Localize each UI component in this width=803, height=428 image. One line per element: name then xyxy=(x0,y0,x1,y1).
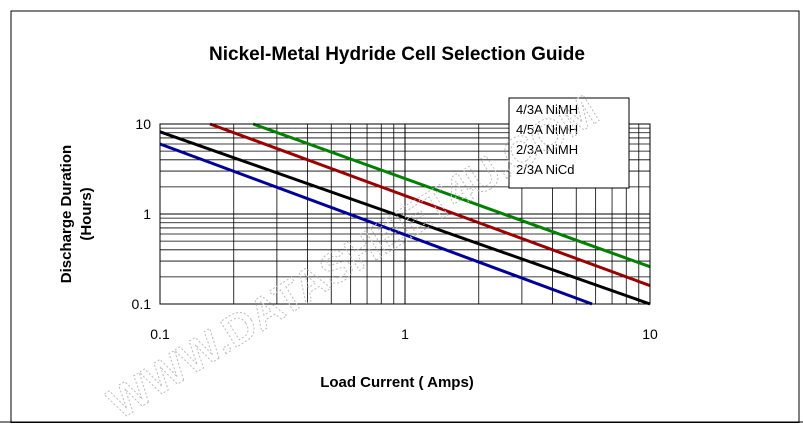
series-layer xyxy=(159,122,651,306)
legend-entry: 2/3A NiCd xyxy=(516,162,575,177)
x-tick-label: 1 xyxy=(401,326,409,342)
x-axis-title: Load Current ( Amps) xyxy=(320,374,474,391)
y-axis-title: Discharge Duration (Hours) xyxy=(58,145,95,283)
series-line-3 xyxy=(159,130,651,306)
legend-box xyxy=(508,97,630,189)
y-axis-ticks: 10 1 0.1 xyxy=(132,116,152,312)
chart-title: Nickel-Metal Hydride Cell Selection Guid… xyxy=(209,44,585,65)
y-tick-label: 10 xyxy=(135,116,151,132)
legend-entry: 4/3A NiMH xyxy=(516,102,578,117)
legend: 4/3A NiMH 4/5A NiMH 2/3A NiMH 2/3A NiCd xyxy=(508,97,630,189)
series-line-2 xyxy=(209,122,651,288)
legend-items: 4/3A NiMH 4/5A NiMH 2/3A NiMH 2/3A NiCd xyxy=(516,102,578,177)
series-line-1 xyxy=(252,122,651,269)
legend-entry: 4/5A NiMH xyxy=(516,122,578,137)
x-tick-label: 10 xyxy=(642,326,658,342)
series-line-4 xyxy=(159,142,593,306)
plot-border xyxy=(159,123,651,305)
y-axis-title-line2: (Hours) xyxy=(78,187,95,240)
x-axis-ticks: 0.1 1 10 xyxy=(150,326,658,342)
y-tick-label: 1 xyxy=(143,206,151,222)
x-tick-label: 0.1 xyxy=(150,326,170,342)
legend-entry: 2/3A NiMH xyxy=(516,142,578,157)
y-tick-label: 0.1 xyxy=(132,296,152,312)
plot-area xyxy=(159,122,651,306)
y-axis-title-line1: Discharge Duration xyxy=(58,145,75,283)
